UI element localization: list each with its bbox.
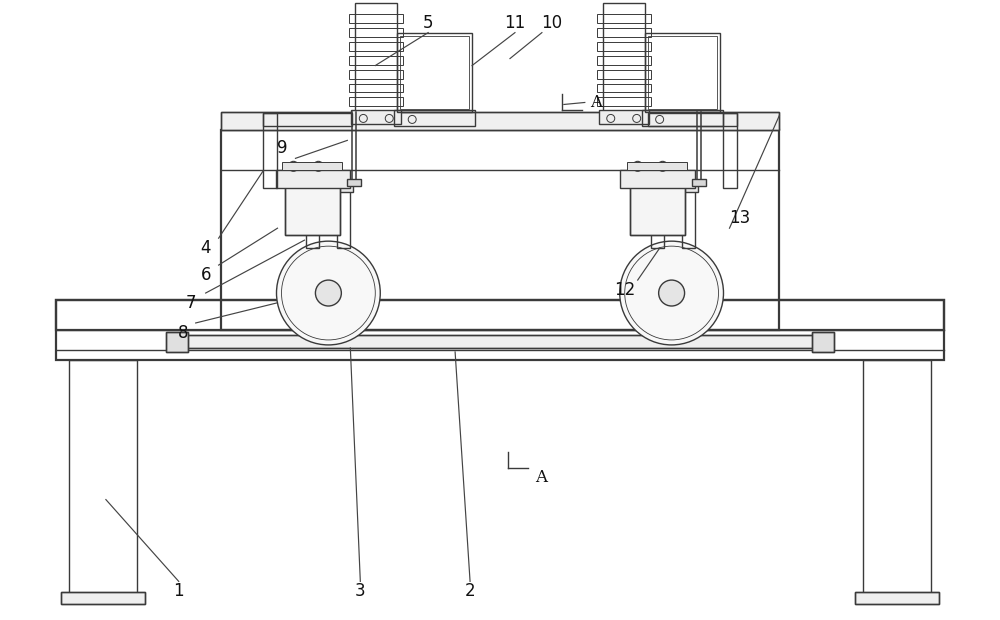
Bar: [263, 113, 352, 126]
Bar: [597, 97, 651, 107]
Bar: [597, 42, 651, 51]
Bar: [349, 28, 403, 37]
Bar: [166, 332, 188, 352]
Bar: [642, 110, 723, 126]
Bar: [597, 14, 651, 23]
Bar: [303, 182, 353, 192]
Bar: [166, 332, 188, 352]
Bar: [597, 84, 651, 92]
Bar: [282, 162, 342, 170]
Circle shape: [277, 241, 380, 345]
Bar: [597, 69, 651, 79]
Text: 12: 12: [614, 281, 635, 299]
Bar: [723, 113, 737, 188]
Bar: [263, 113, 277, 188]
Bar: [61, 592, 145, 604]
Bar: [221, 130, 779, 330]
Bar: [69, 360, 137, 597]
Text: 2: 2: [465, 582, 475, 600]
Bar: [597, 56, 651, 64]
Bar: [630, 185, 685, 235]
Text: A: A: [590, 94, 602, 111]
Bar: [221, 112, 779, 130]
Text: A: A: [535, 469, 547, 486]
Text: 1: 1: [173, 582, 184, 600]
Bar: [349, 56, 403, 64]
Bar: [599, 110, 649, 125]
Circle shape: [659, 280, 685, 306]
Text: 11: 11: [504, 14, 526, 32]
Bar: [855, 592, 939, 604]
Bar: [337, 188, 350, 248]
Bar: [349, 84, 403, 92]
Text: 4: 4: [200, 239, 211, 257]
Bar: [349, 42, 403, 51]
Bar: [692, 179, 706, 186]
Text: 7: 7: [185, 294, 196, 312]
Bar: [400, 35, 469, 110]
Bar: [349, 14, 403, 23]
Bar: [306, 188, 319, 248]
Bar: [597, 28, 651, 37]
Bar: [61, 592, 145, 604]
Text: 3: 3: [355, 582, 366, 600]
Text: 6: 6: [200, 266, 211, 284]
Bar: [620, 170, 695, 188]
Bar: [56, 300, 944, 360]
Bar: [221, 112, 779, 130]
Bar: [812, 332, 834, 352]
Text: 10: 10: [541, 14, 562, 32]
Bar: [394, 110, 475, 126]
Bar: [56, 300, 944, 330]
Text: 5: 5: [423, 14, 433, 32]
Bar: [648, 113, 737, 126]
Bar: [648, 182, 698, 192]
Bar: [645, 33, 720, 112]
Text: 9: 9: [277, 140, 288, 157]
Bar: [651, 188, 664, 248]
Circle shape: [620, 241, 723, 345]
Bar: [855, 592, 939, 604]
Bar: [355, 2, 397, 112]
Bar: [181, 335, 819, 348]
Text: 13: 13: [729, 209, 750, 227]
Bar: [349, 97, 403, 107]
Bar: [349, 69, 403, 79]
Bar: [181, 335, 819, 348]
Bar: [648, 35, 717, 110]
Bar: [351, 110, 401, 125]
Bar: [603, 2, 645, 112]
Text: 8: 8: [177, 324, 188, 342]
Bar: [863, 360, 931, 597]
Bar: [285, 185, 340, 235]
Bar: [347, 179, 361, 186]
Bar: [630, 185, 685, 235]
Bar: [276, 170, 350, 188]
Bar: [812, 332, 834, 352]
Bar: [682, 188, 695, 248]
Circle shape: [315, 280, 341, 306]
Bar: [285, 185, 340, 235]
Bar: [627, 162, 687, 170]
Bar: [397, 33, 472, 112]
